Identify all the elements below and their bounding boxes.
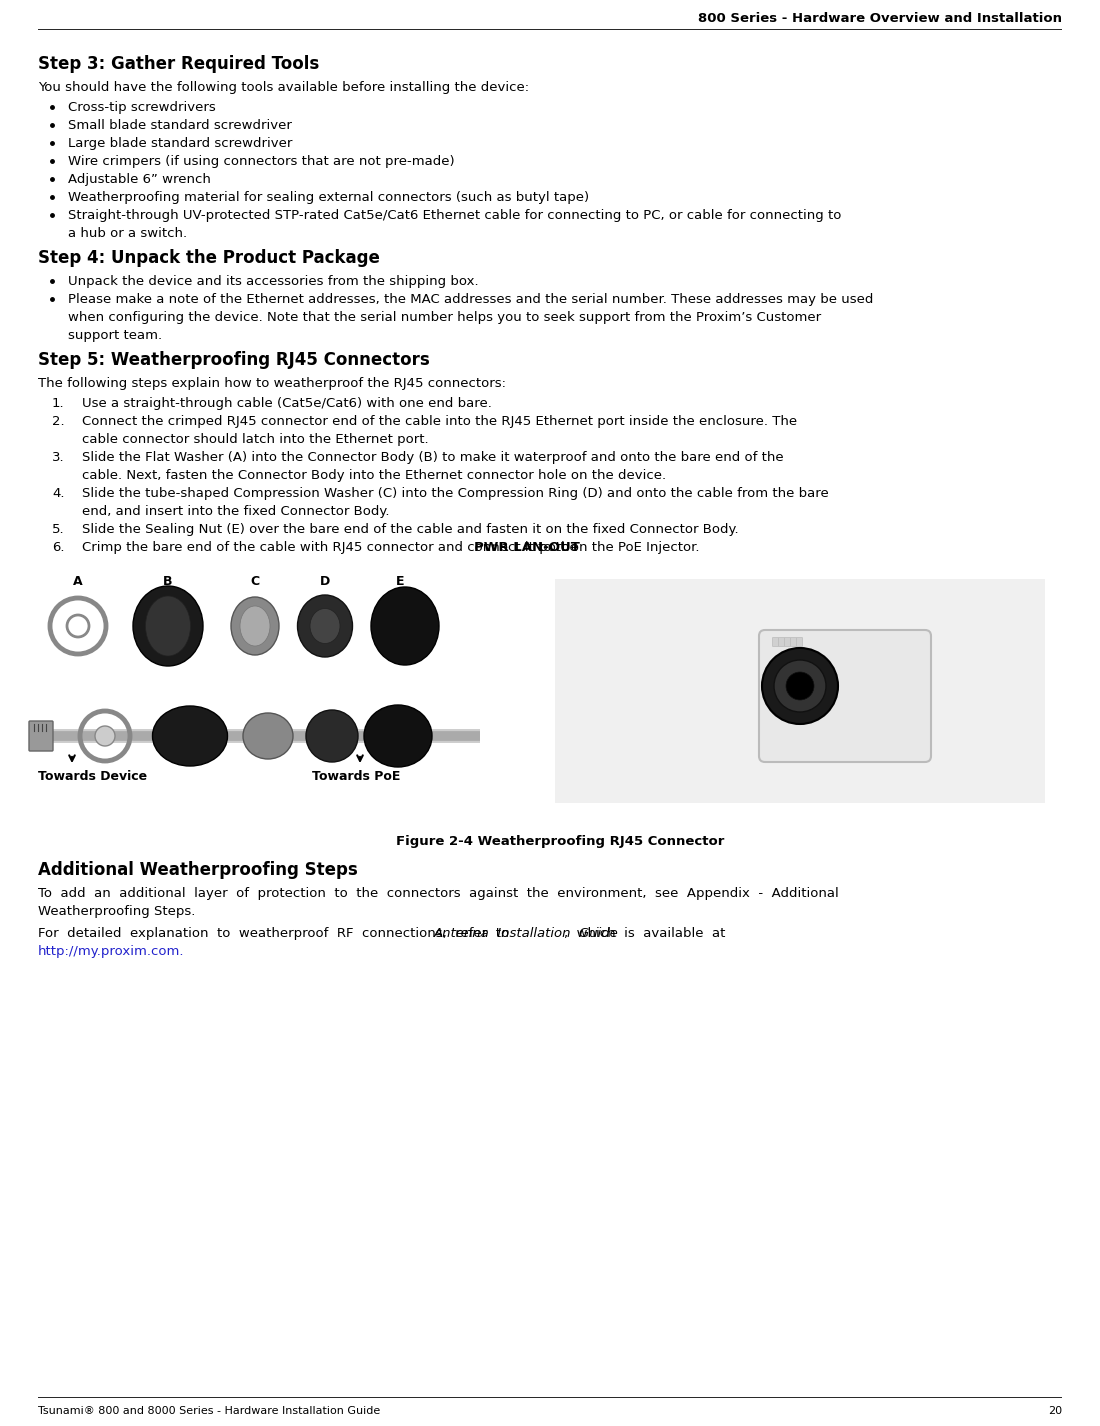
Text: port on the PoE Injector.: port on the PoE Injector.	[536, 540, 700, 553]
FancyBboxPatch shape	[796, 637, 803, 646]
Text: For  detailed  explanation  to  weatherproof  RF  connections,  refer  to: For detailed explanation to weatherproof…	[39, 927, 518, 940]
FancyBboxPatch shape	[772, 637, 779, 646]
Text: Use a straight-through cable (Cat5e/Cat6) with one end bare.: Use a straight-through cable (Cat5e/Cat6…	[82, 396, 492, 411]
Circle shape	[67, 615, 89, 637]
Text: http://my.proxim.com.: http://my.proxim.com.	[39, 945, 185, 958]
Circle shape	[774, 660, 826, 712]
Text: 4.: 4.	[52, 488, 65, 501]
Text: Step 3: Gather Required Tools: Step 3: Gather Required Tools	[39, 56, 319, 73]
Ellipse shape	[243, 713, 293, 759]
Text: Unpack the device and its accessories from the shipping box.: Unpack the device and its accessories fr…	[68, 275, 478, 288]
Text: Tsunami® 800 and 8000 Series - Hardware Installation Guide: Tsunami® 800 and 8000 Series - Hardware …	[39, 1406, 381, 1416]
Text: support team.: support team.	[68, 329, 162, 342]
Text: Step 4: Unpack the Product Package: Step 4: Unpack the Product Package	[39, 250, 379, 267]
Ellipse shape	[364, 704, 432, 767]
FancyBboxPatch shape	[556, 579, 1045, 803]
Text: Small blade standard screwdriver: Small blade standard screwdriver	[68, 118, 292, 133]
FancyBboxPatch shape	[29, 722, 53, 752]
Text: Weatherproofing material for sealing external connectors (such as butyl tape): Weatherproofing material for sealing ext…	[68, 191, 590, 204]
Text: Connect the crimped RJ45 connector end of the cable into the RJ45 Ethernet port : Connect the crimped RJ45 connector end o…	[82, 415, 798, 428]
FancyBboxPatch shape	[791, 637, 796, 646]
Text: cable. Next, fasten the Connector Body into the Ethernet connector hole on the d: cable. Next, fasten the Connector Body i…	[82, 469, 667, 482]
Text: when configuring the device. Note that the serial number helps you to seek suppo: when configuring the device. Note that t…	[68, 311, 821, 324]
Text: Adjustable 6” wrench: Adjustable 6” wrench	[68, 173, 211, 185]
Text: Please make a note of the Ethernet addresses, the MAC addresses and the serial n: Please make a note of the Ethernet addre…	[68, 292, 873, 307]
Text: Step 5: Weatherproofing RJ45 Connectors: Step 5: Weatherproofing RJ45 Connectors	[39, 351, 430, 369]
Text: Straight-through UV-protected STP-rated Cat5e/Cat6 Ethernet cable for connecting: Straight-through UV-protected STP-rated …	[68, 210, 842, 222]
Text: ,  which  is  available  at: , which is available at	[564, 927, 726, 940]
Text: a hub or a switch.: a hub or a switch.	[68, 227, 187, 240]
Text: 3.: 3.	[52, 451, 65, 463]
Text: The following steps explain how to weatherproof the RJ45 connectors:: The following steps explain how to weath…	[39, 376, 506, 389]
Text: 5.: 5.	[52, 523, 65, 536]
Text: To  add  an  additional  layer  of  protection  to  the  connectors  against  th: To add an additional layer of protection…	[39, 887, 838, 900]
Text: 2.: 2.	[52, 415, 65, 428]
Text: 800 Series - Hardware Overview and Installation: 800 Series - Hardware Overview and Insta…	[698, 11, 1062, 26]
Text: Towards Device: Towards Device	[39, 770, 147, 783]
Text: E: E	[396, 575, 405, 588]
Text: Towards PoE: Towards PoE	[312, 770, 400, 783]
Text: Large blade standard screwdriver: Large blade standard screwdriver	[68, 137, 293, 150]
Text: 20: 20	[1048, 1406, 1062, 1416]
Text: PWR LAN-OUT: PWR LAN-OUT	[474, 540, 580, 553]
Ellipse shape	[153, 706, 228, 766]
Text: Slide the tube-shaped Compression Washer (C) into the Compression Ring (D) and o: Slide the tube-shaped Compression Washer…	[82, 488, 828, 501]
Text: Crimp the bare end of the cable with RJ45 connector and connect it to the: Crimp the bare end of the cable with RJ4…	[82, 540, 582, 553]
Ellipse shape	[371, 588, 439, 665]
FancyBboxPatch shape	[784, 637, 791, 646]
Text: 1.: 1.	[52, 396, 65, 411]
Text: Slide the Flat Washer (A) into the Connector Body (B) to make it waterproof and : Slide the Flat Washer (A) into the Conne…	[82, 451, 783, 463]
Text: A: A	[74, 575, 82, 588]
Text: D: D	[320, 575, 330, 588]
Text: C: C	[251, 575, 260, 588]
Text: Figure 2-4 Weatherproofing RJ45 Connector: Figure 2-4 Weatherproofing RJ45 Connecto…	[396, 836, 724, 848]
Text: Wire crimpers (if using connectors that are not pre-made): Wire crimpers (if using connectors that …	[68, 155, 454, 168]
FancyBboxPatch shape	[779, 637, 784, 646]
Text: Additional Weatherproofing Steps: Additional Weatherproofing Steps	[39, 861, 358, 878]
Text: You should have the following tools available before installing the device:: You should have the following tools avai…	[39, 81, 529, 94]
Ellipse shape	[240, 606, 270, 646]
Circle shape	[95, 726, 116, 746]
Text: B: B	[163, 575, 173, 588]
Circle shape	[762, 647, 838, 724]
Text: 6.: 6.	[52, 540, 65, 553]
Ellipse shape	[310, 609, 340, 643]
Text: Cross-tip screwdrivers: Cross-tip screwdrivers	[68, 101, 216, 114]
Ellipse shape	[231, 597, 279, 655]
Ellipse shape	[306, 710, 358, 761]
Text: Antenna  Installation  Guide: Antenna Installation Guide	[434, 927, 618, 940]
Ellipse shape	[133, 586, 204, 666]
Text: cable connector should latch into the Ethernet port.: cable connector should latch into the Et…	[82, 434, 429, 446]
FancyBboxPatch shape	[759, 630, 931, 761]
Text: Slide the Sealing Nut (E) over the bare end of the cable and fasten it on the fi: Slide the Sealing Nut (E) over the bare …	[82, 523, 738, 536]
Ellipse shape	[297, 595, 352, 657]
Circle shape	[786, 672, 814, 700]
Ellipse shape	[145, 596, 190, 656]
Text: end, and insert into the fixed Connector Body.: end, and insert into the fixed Connector…	[82, 505, 389, 518]
Text: Weatherproofing Steps.: Weatherproofing Steps.	[39, 906, 196, 918]
